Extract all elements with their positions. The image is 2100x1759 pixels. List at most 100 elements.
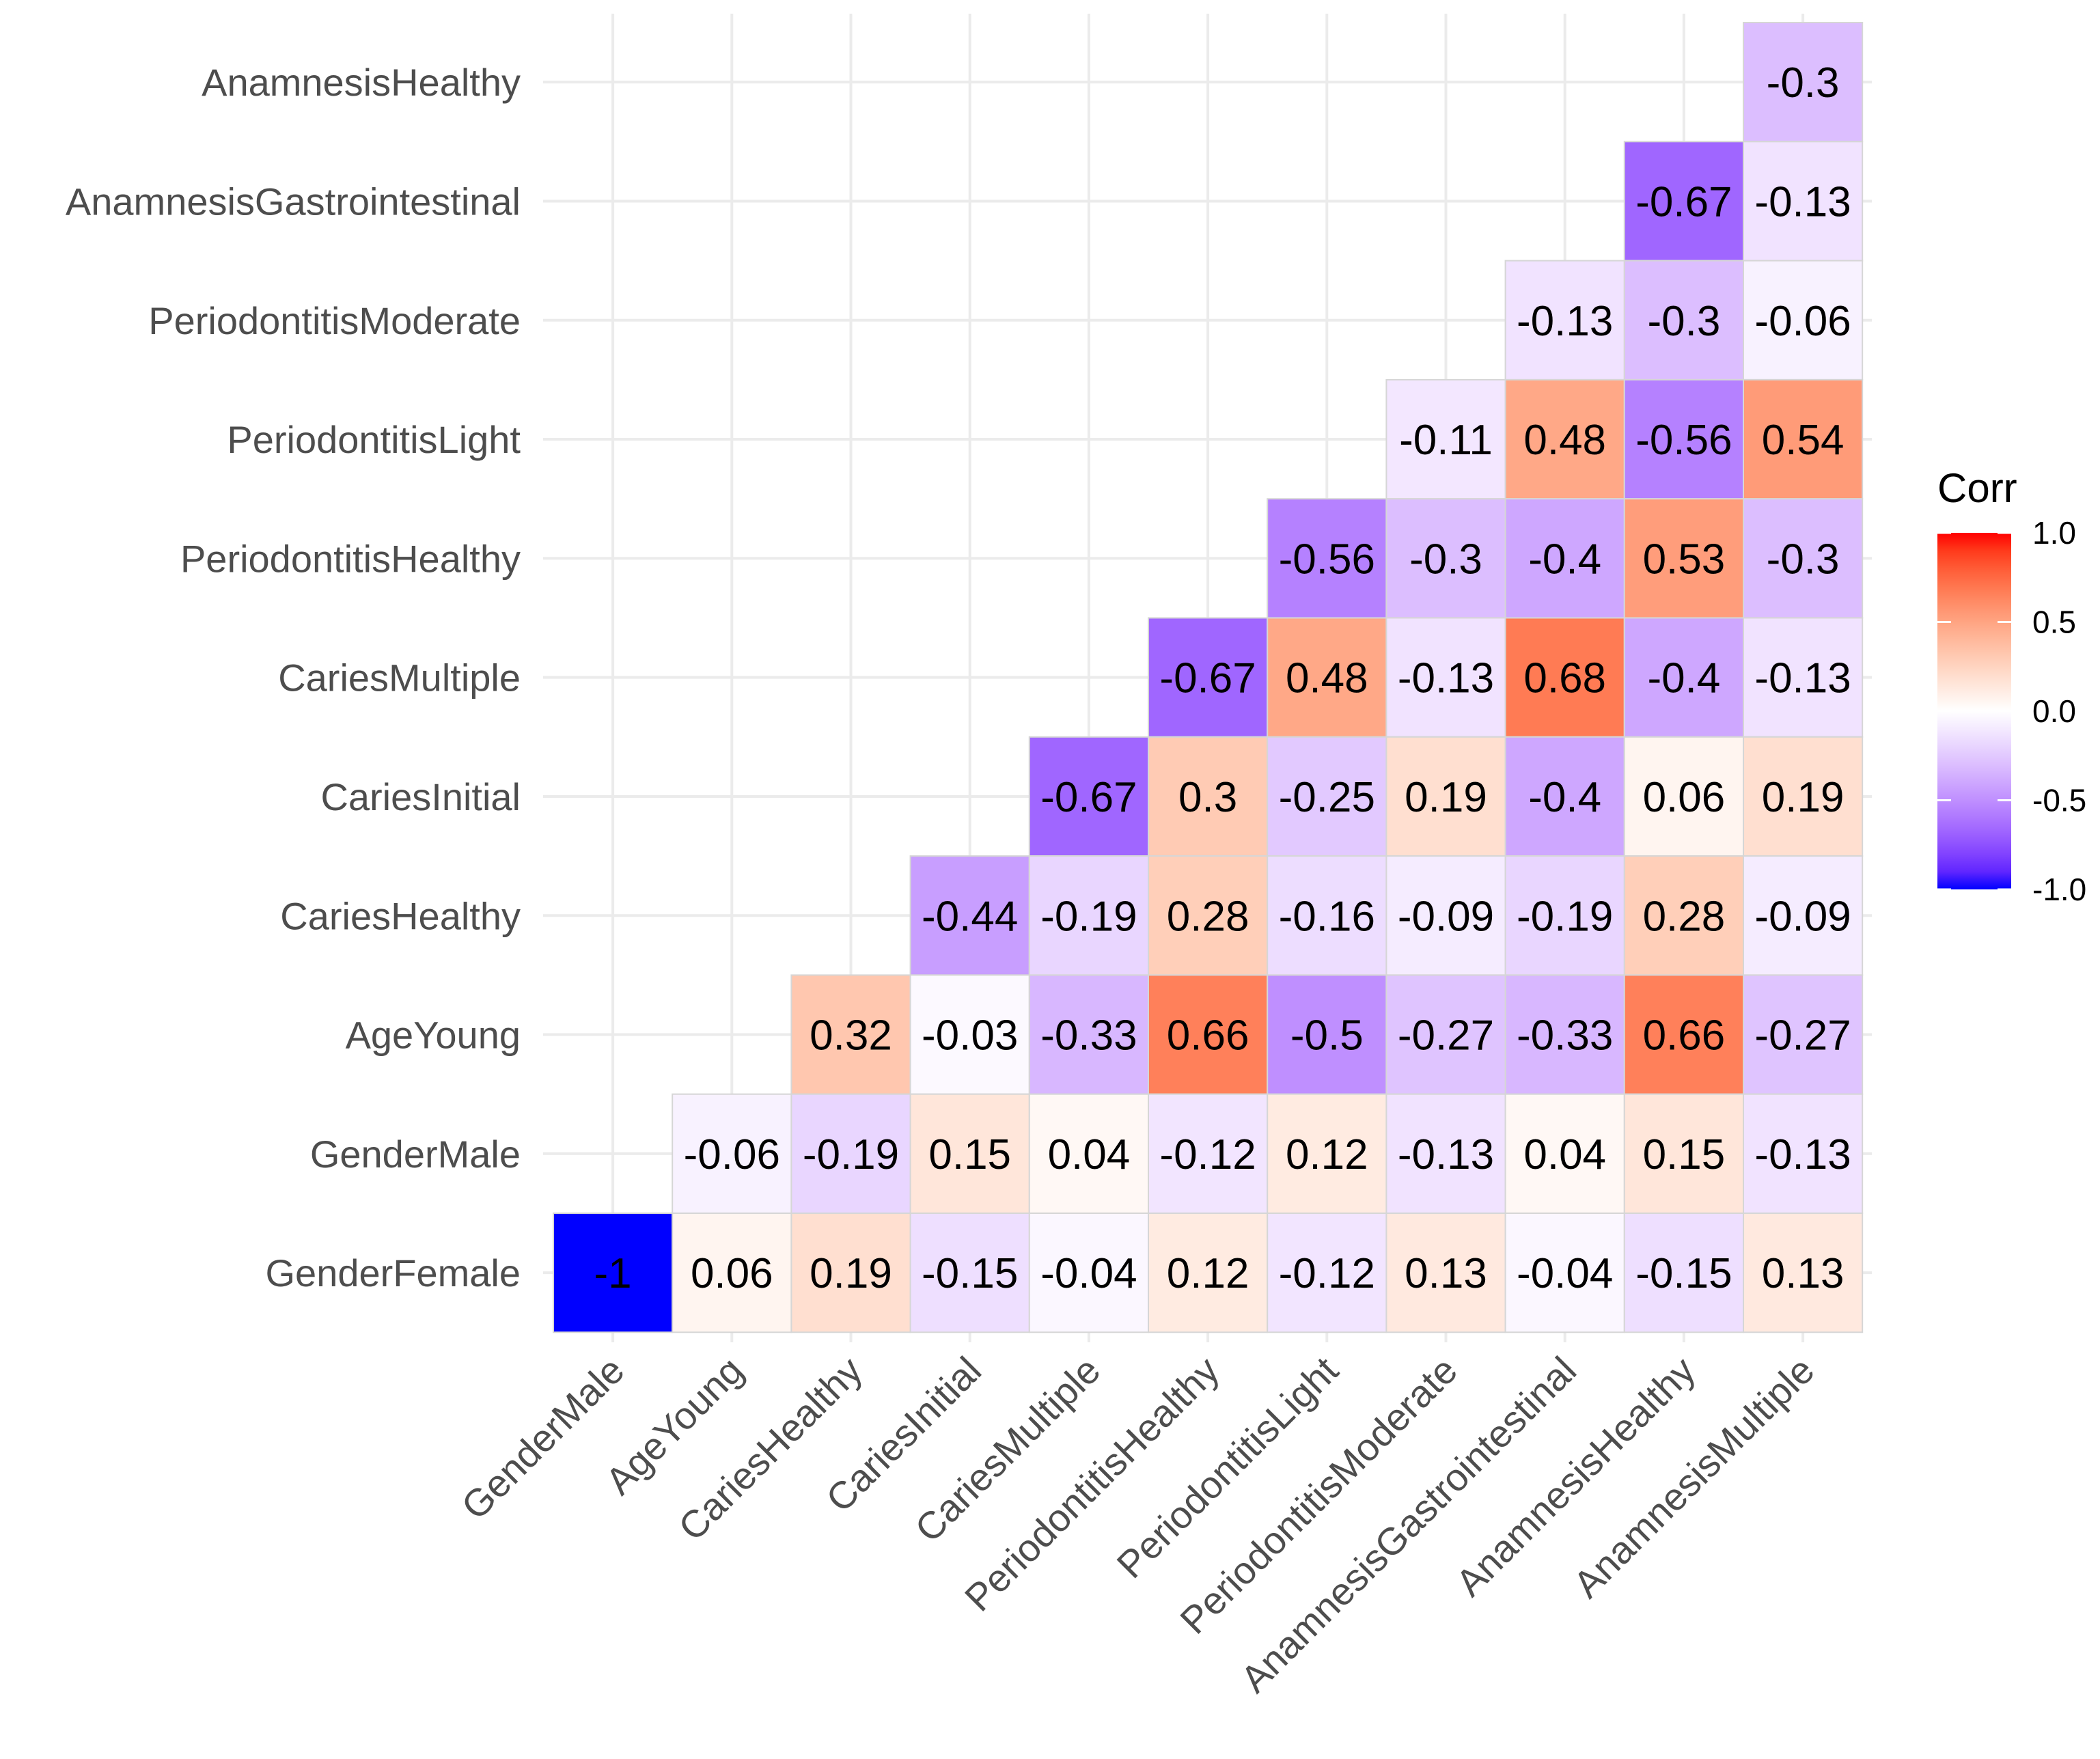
cell-value-label: 0.15	[1643, 1131, 1726, 1178]
heatmap-cell	[1743, 974, 1864, 1095]
x-tick-label: GenderMale	[453, 1348, 632, 1527]
heatmap-cell	[1743, 498, 1864, 619]
heatmap-cell	[1743, 1213, 1864, 1333]
heatmap-cell	[790, 974, 911, 1095]
cell-value-label: -0.25	[1279, 774, 1375, 821]
cell-value-label: -0.27	[1398, 1012, 1494, 1059]
cell-value-label: -0.13	[1754, 178, 1851, 225]
heatmap-cell	[1743, 855, 1864, 976]
heatmap-cell	[1623, 260, 1745, 380]
heatmap-cell	[1623, 1213, 1745, 1333]
cell-value-label: 0.06	[1643, 774, 1726, 821]
heatmap-cell	[1267, 1213, 1387, 1333]
cell-value-label: 0.15	[928, 1131, 1011, 1178]
heatmap-cell	[1504, 1213, 1625, 1333]
heatmap-cell	[1267, 1093, 1387, 1214]
cell-value-label: -0.4	[1647, 655, 1720, 702]
cell-value-label: -0.67	[1159, 655, 1256, 702]
legend-title: Corr	[1937, 465, 2017, 511]
cell-value-label: 0.66	[1167, 1012, 1249, 1059]
heatmap-cell	[1743, 378, 1864, 500]
cell-value-label: -0.13	[1754, 1131, 1851, 1178]
heatmap-cell	[1504, 1093, 1625, 1214]
legend-tick-label: -1.0	[2032, 872, 2086, 907]
cell-value-label: 0.3	[1178, 774, 1237, 821]
cell-value-label: 0.12	[1167, 1250, 1249, 1297]
heatmap-cell	[790, 1213, 911, 1333]
heatmap-cell	[1743, 736, 1864, 857]
heatmap-cell	[1028, 1093, 1150, 1214]
heatmap-cells: -0.3 -0.67 -0.13 -0.13 -0.3 -0.06 -0.11 0.48 -0.…	[553, 22, 1864, 1333]
cell-value-label: -0.06	[1754, 298, 1851, 345]
cell-value-label: -0.13	[1517, 298, 1613, 345]
cell-value-label: -0.04	[1517, 1250, 1613, 1297]
heatmap-cell	[1504, 736, 1625, 857]
cell-value-label: -0.03	[922, 1012, 1018, 1059]
heatmap-cell	[553, 1213, 674, 1333]
heatmap-cell	[1385, 1213, 1506, 1333]
cell-value-label: -0.33	[1517, 1012, 1613, 1059]
cell-value-label: -0.16	[1279, 893, 1375, 940]
cell-value-label: -0.11	[1399, 417, 1493, 464]
y-axis-labels: AnamnesisHealthy AnamnesisGastrointestina…	[66, 61, 521, 1294]
y-tick-label: CariesHealthy	[280, 894, 521, 937]
heatmap-cell	[1028, 855, 1150, 976]
heatmap-cell	[1504, 260, 1625, 380]
cell-value-label: 0.13	[1405, 1250, 1487, 1297]
heatmap-cell	[909, 855, 1030, 976]
heatmap-cell	[672, 1213, 792, 1333]
cell-value-label: -0.13	[1398, 1131, 1494, 1178]
y-tick-label: CariesMultiple	[278, 656, 521, 700]
heatmap-cell	[1028, 1213, 1150, 1333]
heatmap-cell	[1385, 617, 1506, 738]
cell-value-label: 0.04	[1048, 1131, 1131, 1178]
cell-value-label: -0.3	[1767, 59, 1840, 107]
heatmap-cell	[1148, 1213, 1269, 1333]
legend-tick-label: 0.5	[2032, 605, 2076, 640]
cell-value-label: -0.12	[1279, 1250, 1375, 1297]
cell-value-label: -0.15	[1635, 1250, 1732, 1297]
cell-value-label: 0.06	[691, 1250, 773, 1297]
cell-value-label: -0.06	[684, 1131, 780, 1178]
y-tick-label: AnamnesisHealthy	[202, 61, 521, 104]
cell-value-label: -0.09	[1754, 893, 1851, 940]
cell-value-label: -0.4	[1528, 536, 1601, 583]
heatmap-cell	[1504, 974, 1625, 1095]
cell-value-label: -0.3	[1647, 298, 1720, 345]
cell-value-label: -0.19	[1517, 893, 1613, 940]
heatmap-cell	[1504, 855, 1625, 976]
heatmap-cell	[1148, 617, 1269, 738]
cell-value-label: 0.19	[1405, 774, 1487, 821]
y-tick-label: GenderMale	[310, 1133, 521, 1176]
cell-value-label: 0.04	[1523, 1131, 1606, 1178]
y-tick-label: PeriodontitisLight	[227, 418, 521, 461]
heatmap-cell	[909, 1093, 1030, 1214]
heatmap-cell	[1623, 378, 1745, 500]
heatmap-cell	[1148, 1093, 1269, 1214]
cell-value-label: -0.15	[922, 1250, 1018, 1297]
cell-value-label: -0.4	[1528, 774, 1601, 821]
cell-value-label: -0.67	[1040, 774, 1137, 821]
cell-value-label: 0.28	[1643, 893, 1726, 940]
cell-value-label: -0.12	[1159, 1131, 1256, 1178]
cell-value-label: 0.68	[1523, 655, 1606, 702]
legend-tick-label: 0.0	[2032, 693, 2076, 729]
heatmap-cell	[1385, 974, 1506, 1095]
cell-value-label: 0.28	[1167, 893, 1249, 940]
heatmap-cell	[1267, 855, 1387, 976]
x-axis-labels: GenderMaleAgeYoungCariesHealthyCariesIni…	[453, 1348, 1822, 1701]
heatmap-cell	[1623, 1093, 1745, 1214]
y-tick-label: PeriodontitisModerate	[148, 299, 521, 342]
legend: Corr 1.0 0.5 0.0 -0.5 -1.0	[1937, 465, 2086, 907]
cell-value-label: -1	[594, 1250, 632, 1297]
heatmap-cell	[1743, 1093, 1864, 1214]
heatmap-cell	[1623, 617, 1745, 738]
heatmap-cell	[1385, 498, 1506, 619]
y-tick-label: AgeYoung	[346, 1014, 521, 1057]
heatmap-cell	[790, 1093, 911, 1214]
cell-value-label: -0.27	[1754, 1012, 1851, 1059]
cell-value-label: 0.48	[1286, 655, 1368, 702]
heatmap-cell	[1504, 498, 1625, 619]
heatmap-cell	[1385, 855, 1506, 976]
